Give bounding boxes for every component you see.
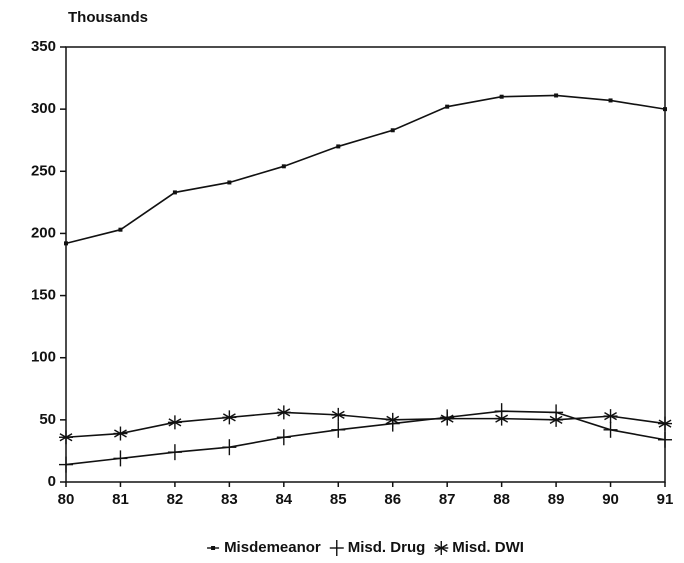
data-point-shape	[445, 104, 450, 109]
data-point-shape	[336, 144, 341, 149]
x-tick-label: 89	[548, 491, 565, 508]
x-tick-label: 88	[493, 491, 510, 508]
x-tick-label: 91	[657, 491, 674, 508]
y-tick-label: 200	[31, 224, 56, 241]
data-point	[658, 431, 672, 448]
data-point	[608, 98, 613, 103]
data-point	[64, 241, 68, 246]
legend-item: Misdemeanor	[207, 539, 321, 556]
y-tick-label: 150	[31, 287, 56, 304]
legend-marker	[434, 541, 449, 555]
x-tick-label: 81	[112, 491, 129, 508]
legend-label: Misd. DWI	[452, 539, 524, 556]
series-line	[65, 410, 666, 466]
data-point	[172, 190, 177, 195]
data-point-shape	[281, 164, 286, 169]
data-point	[499, 94, 504, 99]
data-point-shape	[663, 107, 667, 112]
data-point-shape	[227, 180, 232, 185]
data-point	[331, 407, 346, 422]
data-point	[276, 429, 291, 446]
y-tick-label: 50	[39, 411, 56, 428]
data-point	[603, 421, 618, 438]
x-tick-label: 83	[221, 491, 238, 508]
y-axis-label: Thousands	[68, 9, 148, 26]
data-point	[494, 411, 509, 426]
x-tick-label: 86	[384, 491, 401, 508]
y-tick-label: 300	[31, 100, 56, 117]
y-tick-label: 350	[31, 38, 56, 55]
data-point-shape	[390, 128, 395, 133]
legend: Misdemeanor Misd. Drug Misd. DWI	[207, 539, 524, 556]
legend-marker	[211, 546, 216, 550]
data-point	[331, 421, 346, 438]
x-tick-label: 90	[602, 491, 619, 508]
legend-item: Misd. DWI	[434, 539, 524, 556]
data-point	[227, 180, 232, 185]
data-point	[440, 411, 455, 426]
data-point	[385, 412, 400, 427]
legend-marker-shape	[211, 546, 216, 550]
data-point	[113, 426, 128, 441]
data-point	[59, 430, 73, 445]
data-point	[390, 128, 395, 133]
legend-label: Misd. Drug	[348, 539, 426, 556]
x-tick-label: 84	[275, 491, 292, 508]
data-point	[658, 416, 672, 431]
data-point	[167, 415, 182, 430]
legend-label: Misdemeanor	[224, 539, 321, 556]
x-tick-label: 82	[167, 491, 184, 508]
y-tick-label: 100	[31, 349, 56, 366]
x-tick-label: 80	[58, 491, 75, 508]
data-point	[113, 450, 128, 467]
plot-frame	[65, 46, 666, 483]
data-point	[118, 227, 123, 232]
data-point	[281, 164, 286, 169]
series-line	[65, 411, 666, 439]
data-point	[222, 410, 237, 425]
data-point-shape	[118, 227, 123, 232]
x-tick-label: 87	[439, 491, 456, 508]
data-point	[445, 104, 450, 109]
legend-marker	[329, 540, 344, 556]
data-point	[222, 439, 237, 456]
data-point	[549, 412, 564, 427]
data-point-shape	[608, 98, 613, 103]
data-point	[663, 107, 667, 112]
data-point-shape	[499, 94, 504, 99]
data-point-shape	[64, 241, 68, 246]
series-line	[65, 94, 666, 245]
x-tick-label: 85	[330, 491, 347, 508]
y-tick-label: 250	[31, 162, 56, 179]
data-point	[336, 144, 341, 149]
data-point	[59, 456, 73, 473]
data-point-shape	[172, 190, 177, 195]
data-point	[167, 444, 182, 461]
data-point	[603, 409, 618, 424]
y-tick-label: 0	[48, 473, 56, 490]
data-point-shape	[554, 93, 559, 98]
legend-item: Misd. Drug	[329, 539, 426, 556]
data-point	[276, 405, 291, 420]
data-point	[554, 93, 559, 98]
